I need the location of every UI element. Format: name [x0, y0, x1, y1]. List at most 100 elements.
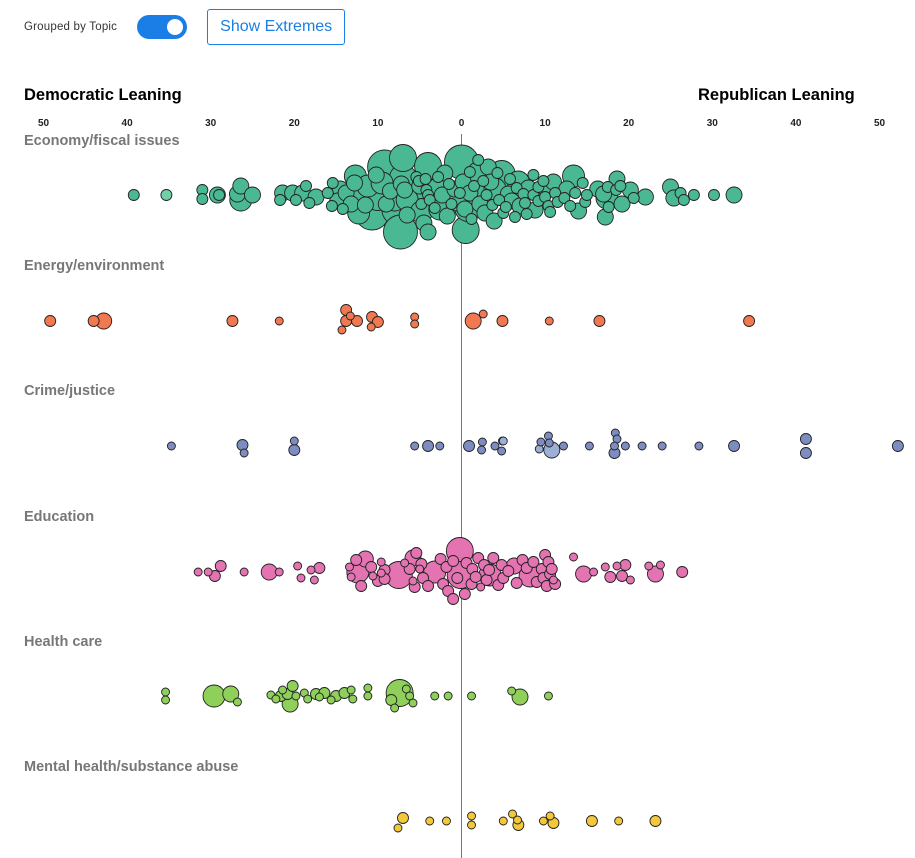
data-point[interactable] [612, 561, 622, 571]
data-point[interactable] [363, 691, 373, 701]
data-point[interactable] [799, 433, 812, 445]
data-point[interactable] [432, 171, 445, 183]
data-point[interactable] [303, 197, 316, 209]
data-point[interactable] [309, 575, 319, 585]
data-point[interactable] [610, 441, 619, 451]
data-point[interactable] [232, 177, 250, 195]
data-point[interactable] [447, 593, 460, 605]
data-point[interactable] [296, 573, 306, 583]
data-point[interactable] [408, 576, 418, 586]
data-point[interactable] [367, 166, 385, 184]
data-point[interactable] [510, 577, 523, 589]
data-point[interactable] [519, 197, 531, 209]
data-point[interactable] [453, 187, 466, 199]
data-point[interactable] [410, 319, 420, 329]
data-point[interactable] [213, 189, 226, 201]
data-point[interactable] [559, 441, 568, 451]
data-point[interactable] [538, 816, 548, 826]
data-point[interactable] [278, 685, 288, 695]
data-point[interactable] [236, 439, 249, 451]
data-point[interactable] [451, 572, 464, 584]
data-point[interactable] [677, 194, 690, 206]
data-point[interactable] [483, 564, 496, 576]
data-point[interactable] [435, 441, 445, 451]
data-point[interactable] [614, 816, 624, 826]
data-point[interactable] [614, 180, 627, 192]
data-point[interactable] [604, 571, 617, 583]
data-point[interactable] [649, 815, 662, 827]
data-point[interactable] [593, 315, 606, 327]
data-point[interactable] [480, 189, 493, 201]
data-point[interactable] [348, 694, 358, 704]
data-point[interactable] [575, 565, 593, 583]
data-point[interactable] [274, 567, 284, 577]
data-point[interactable] [511, 688, 529, 706]
data-point[interactable] [509, 211, 521, 223]
data-point[interactable] [445, 198, 458, 210]
data-point[interactable] [397, 812, 409, 824]
data-point[interactable] [520, 208, 533, 220]
data-point[interactable] [502, 565, 515, 577]
data-point[interactable] [422, 440, 435, 452]
data-point[interactable] [477, 175, 490, 187]
data-point[interactable] [430, 691, 440, 701]
data-point[interactable] [400, 558, 410, 568]
data-point[interactable] [443, 178, 455, 190]
data-point[interactable] [490, 441, 500, 451]
data-point[interactable] [350, 554, 363, 566]
data-point[interactable] [160, 189, 173, 201]
data-point[interactable] [274, 194, 287, 206]
data-point[interactable] [676, 566, 689, 578]
data-point[interactable] [376, 568, 386, 578]
data-point[interactable] [326, 695, 336, 705]
data-point[interactable] [504, 173, 516, 185]
data-point[interactable] [408, 698, 418, 708]
data-point[interactable] [569, 552, 578, 562]
data-point[interactable] [508, 809, 517, 819]
data-point[interactable] [286, 680, 299, 692]
data-point[interactable] [536, 437, 546, 447]
data-point[interactable] [580, 189, 593, 201]
data-point[interactable] [620, 441, 630, 451]
data-point[interactable] [499, 201, 512, 213]
data-point[interactable] [271, 694, 281, 704]
data-point[interactable] [401, 684, 411, 694]
data-point[interactable] [467, 811, 476, 821]
data-point[interactable] [443, 691, 453, 701]
data-point[interactable] [513, 815, 522, 825]
data-point[interactable] [346, 685, 356, 695]
data-point[interactable] [202, 684, 226, 708]
data-point[interactable] [743, 315, 756, 327]
data-point[interactable] [456, 200, 474, 218]
data-point[interactable] [537, 175, 550, 187]
data-point[interactable] [410, 547, 423, 559]
data-point[interactable] [355, 580, 368, 592]
data-point[interactable] [625, 575, 635, 585]
data-point[interactable] [544, 438, 554, 448]
data-point[interactable] [337, 325, 347, 335]
data-point[interactable] [233, 697, 242, 707]
data-point[interactable] [469, 571, 482, 583]
data-point[interactable] [564, 200, 577, 212]
data-point[interactable] [371, 316, 384, 328]
data-point[interactable] [589, 567, 599, 577]
grouped-by-topic-toggle[interactable] [137, 15, 188, 39]
data-point[interactable] [799, 447, 812, 459]
data-point[interactable] [290, 194, 302, 206]
data-point[interactable] [161, 695, 171, 705]
data-point[interactable] [346, 174, 363, 192]
data-point[interactable] [389, 144, 417, 172]
data-point[interactable] [398, 206, 416, 224]
data-point[interactable] [472, 154, 485, 166]
data-point[interactable] [728, 440, 740, 452]
data-point[interactable] [687, 189, 700, 201]
data-point[interactable] [274, 316, 284, 326]
data-point[interactable] [44, 315, 57, 327]
data-point[interactable] [491, 167, 504, 179]
data-point[interactable] [127, 189, 140, 201]
data-point[interactable] [368, 571, 378, 581]
data-point[interactable] [289, 436, 299, 446]
data-point[interactable] [636, 188, 654, 206]
data-point[interactable] [244, 186, 261, 204]
data-point[interactable] [314, 692, 324, 702]
